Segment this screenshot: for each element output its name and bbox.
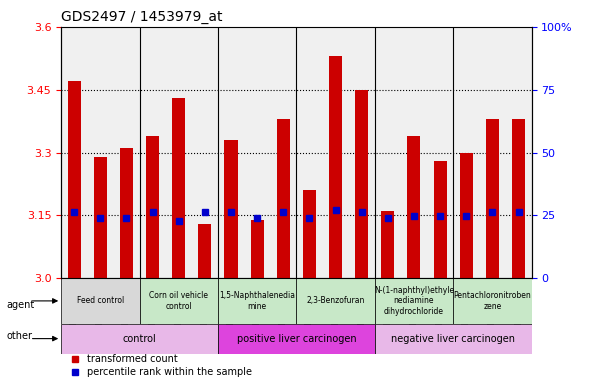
- Text: other: other: [6, 331, 32, 341]
- Bar: [68, 81, 81, 278]
- Text: negative liver carcinogen: negative liver carcinogen: [391, 334, 515, 344]
- Bar: [172, 98, 185, 278]
- Bar: [375, 278, 453, 324]
- Bar: [251, 220, 264, 278]
- Text: 2,3-Benzofuran: 2,3-Benzofuran: [306, 296, 365, 305]
- Bar: [434, 161, 447, 278]
- Text: agent: agent: [6, 300, 34, 310]
- Bar: [277, 119, 290, 278]
- Bar: [329, 56, 342, 278]
- Text: 1,5-Naphthalenedia
mine: 1,5-Naphthalenedia mine: [219, 291, 295, 311]
- Bar: [375, 324, 532, 354]
- Text: control: control: [123, 334, 156, 344]
- Text: Feed control: Feed control: [77, 296, 124, 305]
- Text: N-(1-naphthyl)ethyle
nediamine
dihydrochloride: N-(1-naphthyl)ethyle nediamine dihydroch…: [374, 286, 454, 316]
- Bar: [408, 136, 420, 278]
- Text: transformed count: transformed count: [87, 354, 178, 364]
- Text: Pentachloronitroben
zene: Pentachloronitroben zene: [453, 291, 531, 311]
- Bar: [453, 278, 532, 324]
- Bar: [120, 148, 133, 278]
- Bar: [303, 190, 316, 278]
- Bar: [296, 278, 375, 324]
- Bar: [61, 324, 218, 354]
- Bar: [61, 278, 139, 324]
- Bar: [218, 278, 296, 324]
- Text: GDS2497 / 1453979_at: GDS2497 / 1453979_at: [61, 10, 222, 25]
- Text: positive liver carcinogen: positive liver carcinogen: [236, 334, 356, 344]
- Bar: [224, 140, 238, 278]
- Text: percentile rank within the sample: percentile rank within the sample: [87, 367, 252, 377]
- Bar: [512, 119, 525, 278]
- Text: Corn oil vehicle
control: Corn oil vehicle control: [149, 291, 208, 311]
- Bar: [218, 324, 375, 354]
- Bar: [459, 152, 473, 278]
- Bar: [93, 157, 107, 278]
- Bar: [139, 278, 218, 324]
- Bar: [355, 90, 368, 278]
- Bar: [199, 224, 211, 278]
- Bar: [486, 119, 499, 278]
- Bar: [381, 211, 394, 278]
- Bar: [146, 136, 159, 278]
